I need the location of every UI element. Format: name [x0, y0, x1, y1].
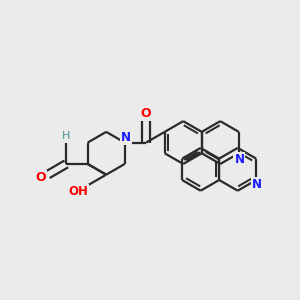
- Text: N: N: [234, 153, 244, 166]
- Text: O: O: [35, 171, 46, 184]
- Text: N: N: [252, 178, 262, 191]
- Text: H: H: [62, 131, 70, 141]
- Text: O: O: [141, 107, 152, 120]
- Text: OH: OH: [68, 185, 88, 198]
- Text: N: N: [121, 131, 131, 144]
